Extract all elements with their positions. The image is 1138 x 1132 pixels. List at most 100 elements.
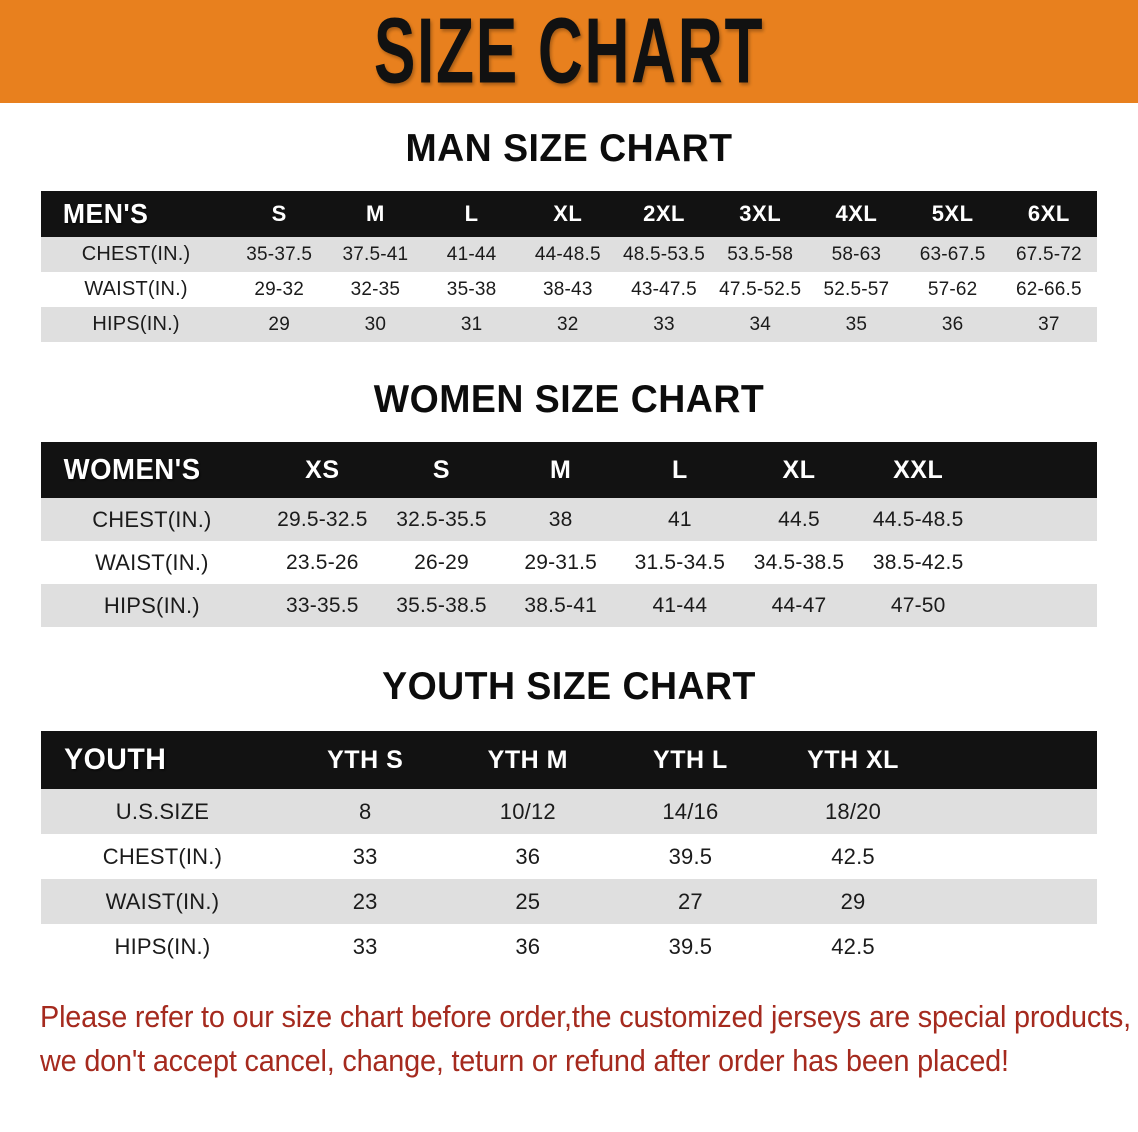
youth-row-label: U.S.SIZE <box>41 789 284 834</box>
youth-row-label: CHEST(IN.) <box>41 834 284 879</box>
table-cell: 41-44 <box>423 237 520 272</box>
women-size-table: WOMEN'S XS S M L XL XXL CHEST(IN.) 29.5-32.5 32.… <box>41 442 1097 627</box>
table-cell: 47.5-52.5 <box>712 272 809 307</box>
table-cell: 43-47.5 <box>615 272 713 307</box>
man-size-header-m: M <box>327 191 424 237</box>
women-header-row: WOMEN'S XS S M L XL XXL <box>41 442 1097 498</box>
table-cell: 29-32 <box>231 272 328 307</box>
women-size-header-l: L <box>620 442 740 498</box>
table-cell: 31 <box>423 307 520 342</box>
man-header-row: MEN'S S M L XL 2XL 3XL 4XL 5XL 6XL <box>41 191 1097 237</box>
table-cell: 37 <box>1000 307 1097 342</box>
table-cell: 34.5-38.5 <box>739 541 859 584</box>
table-cell: 31.5-34.5 <box>620 541 740 584</box>
table-row: WAIST(IN.) 29-32 32-35 35-38 38-43 43-47.5 47.… <box>41 272 1097 307</box>
women-size-header-m: M <box>501 442 621 498</box>
table-cell: 35-37.5 <box>231 237 328 272</box>
youth-size-header-yth-s: YTH S <box>283 731 447 789</box>
table-cell: 41-44 <box>620 584 740 627</box>
women-size-header-xs: XS <box>262 442 382 498</box>
table-cell: 44-47 <box>739 584 859 627</box>
table-cell: 33 <box>615 307 713 342</box>
table-cell: 29 <box>231 307 328 342</box>
table-cell: 33 <box>283 924 447 969</box>
table-cell: 34 <box>712 307 809 342</box>
man-table-body: CHEST(IN.) 35-37.5 37.5-41 41-44 44-48.5 48.5… <box>41 237 1097 342</box>
table-row: CHEST(IN.) 29.5-32.5 32.5-35.5 38 41 44.5 44.5… <box>41 498 1097 541</box>
man-size-header-4xl: 4XL <box>808 191 905 237</box>
table-cell <box>934 789 1097 834</box>
table-row: HIPS(IN.) 33-35.5 35.5-38.5 38.5-41 41-44 44-… <box>41 584 1097 627</box>
return-policy-note: Please refer to our size chart before or… <box>27 995 1131 1083</box>
table-cell: 36 <box>446 924 610 969</box>
table-cell: 38.5-41 <box>501 584 621 627</box>
table-cell: 35 <box>808 307 905 342</box>
youth-table-wrapper: YOUTH YTH S YTH M YTH L YTH XL U.S.SIZE 8 10/1… <box>41 731 1097 969</box>
table-cell <box>934 879 1097 924</box>
table-row: WAIST(IN.) 23.5-26 26-29 29-31.5 31.5-34.5 34… <box>41 541 1097 584</box>
man-size-header-l: L <box>423 191 520 237</box>
women-size-header-xl: XL <box>739 442 859 498</box>
table-cell: 29-31.5 <box>501 541 621 584</box>
page-banner: SIZE CHART <box>0 0 1138 103</box>
table-row: U.S.SIZE 8 10/12 14/16 18/20 <box>41 789 1097 834</box>
youth-corner-label: YOUTH <box>47 731 278 789</box>
table-cell: 32.5-35.5 <box>381 498 502 541</box>
table-cell: 57-62 <box>904 272 1001 307</box>
man-size-header-5xl: 5XL <box>904 191 1001 237</box>
table-cell: 37.5-41 <box>327 237 424 272</box>
youth-size-header-yth-m: YTH M <box>446 731 610 789</box>
women-row-label: CHEST(IN.) <box>41 498 263 541</box>
women-size-header-empty-6 <box>977 442 1097 498</box>
return-policy-line-1: Please refer to our size chart before or… <box>40 999 1131 1034</box>
youth-table-body: U.S.SIZE 8 10/12 14/16 18/20 CHEST(IN.) 33 36 39… <box>41 789 1097 969</box>
table-cell: 41 <box>620 498 740 541</box>
table-cell: 26-29 <box>381 541 502 584</box>
table-cell: 8 <box>283 789 447 834</box>
table-cell: 38 <box>501 498 621 541</box>
table-cell: 42.5 <box>771 924 935 969</box>
table-row: HIPS(IN.) 29 30 31 32 33 34 35 36 37 <box>41 307 1097 342</box>
table-cell: 44.5-48.5 <box>858 498 978 541</box>
table-cell: 53.5-58 <box>712 237 809 272</box>
table-cell: 48.5-53.5 <box>615 237 713 272</box>
table-row: WAIST(IN.) 23 25 27 29 <box>41 879 1097 924</box>
table-cell: 39.5 <box>609 834 772 879</box>
man-size-header-3xl: 3XL <box>712 191 809 237</box>
table-cell: 62-66.5 <box>1000 272 1097 307</box>
women-table-wrapper: WOMEN'S XS S M L XL XXL CHEST(IN.) 29.5-32.5 32.… <box>41 442 1097 627</box>
table-cell: 23.5-26 <box>262 541 382 584</box>
table-row: CHEST(IN.) 35-37.5 37.5-41 41-44 44-48.5 48.5… <box>41 237 1097 272</box>
table-cell: 29 <box>771 879 935 924</box>
table-cell: 14/16 <box>609 789 772 834</box>
women-row-label: WAIST(IN.) <box>41 541 263 584</box>
table-cell: 44.5 <box>739 498 859 541</box>
youth-header-row: YOUTH YTH S YTH M YTH L YTH XL <box>41 731 1097 789</box>
youth-size-table: YOUTH YTH S YTH M YTH L YTH XL U.S.SIZE 8 10/1… <box>41 731 1097 969</box>
man-size-header-2xl: 2XL <box>615 191 713 237</box>
table-cell: 36 <box>446 834 610 879</box>
table-cell: 35-38 <box>423 272 520 307</box>
table-cell: 39.5 <box>609 924 772 969</box>
return-policy-line-2: we don't accept cancel, change, teturn o… <box>40 1043 1009 1079</box>
table-cell: 18/20 <box>771 789 935 834</box>
table-cell: 63-67.5 <box>904 237 1001 272</box>
man-size-header-6xl: 6XL <box>1000 191 1097 237</box>
table-cell: 23 <box>283 879 447 924</box>
table-cell: 42.5 <box>771 834 935 879</box>
table-cell: 29.5-32.5 <box>262 498 382 541</box>
women-corner-label: WOMEN'S <box>46 442 258 498</box>
women-section-title: WOMEN SIZE CHART <box>373 378 765 421</box>
man-section-title: MAN SIZE CHART <box>405 127 733 170</box>
youth-size-header-yth-l: YTH L <box>609 731 772 789</box>
table-cell <box>977 584 1097 627</box>
man-table-head: MEN'S S M L XL 2XL 3XL 4XL 5XL 6XL <box>41 191 1097 237</box>
banner-title: SIZE CHART <box>373 0 765 103</box>
table-row: HIPS(IN.) 33 36 39.5 42.5 <box>41 924 1097 969</box>
women-size-header-xxl: XXL <box>858 442 978 498</box>
table-cell: 33-35.5 <box>262 584 382 627</box>
man-size-table: MEN'S S M L XL 2XL 3XL 4XL 5XL 6XL CHEST(IN.) 35-3… <box>41 191 1097 342</box>
youth-row-label: WAIST(IN.) <box>41 879 284 924</box>
youth-section-title: YOUTH SIZE CHART <box>382 665 756 708</box>
